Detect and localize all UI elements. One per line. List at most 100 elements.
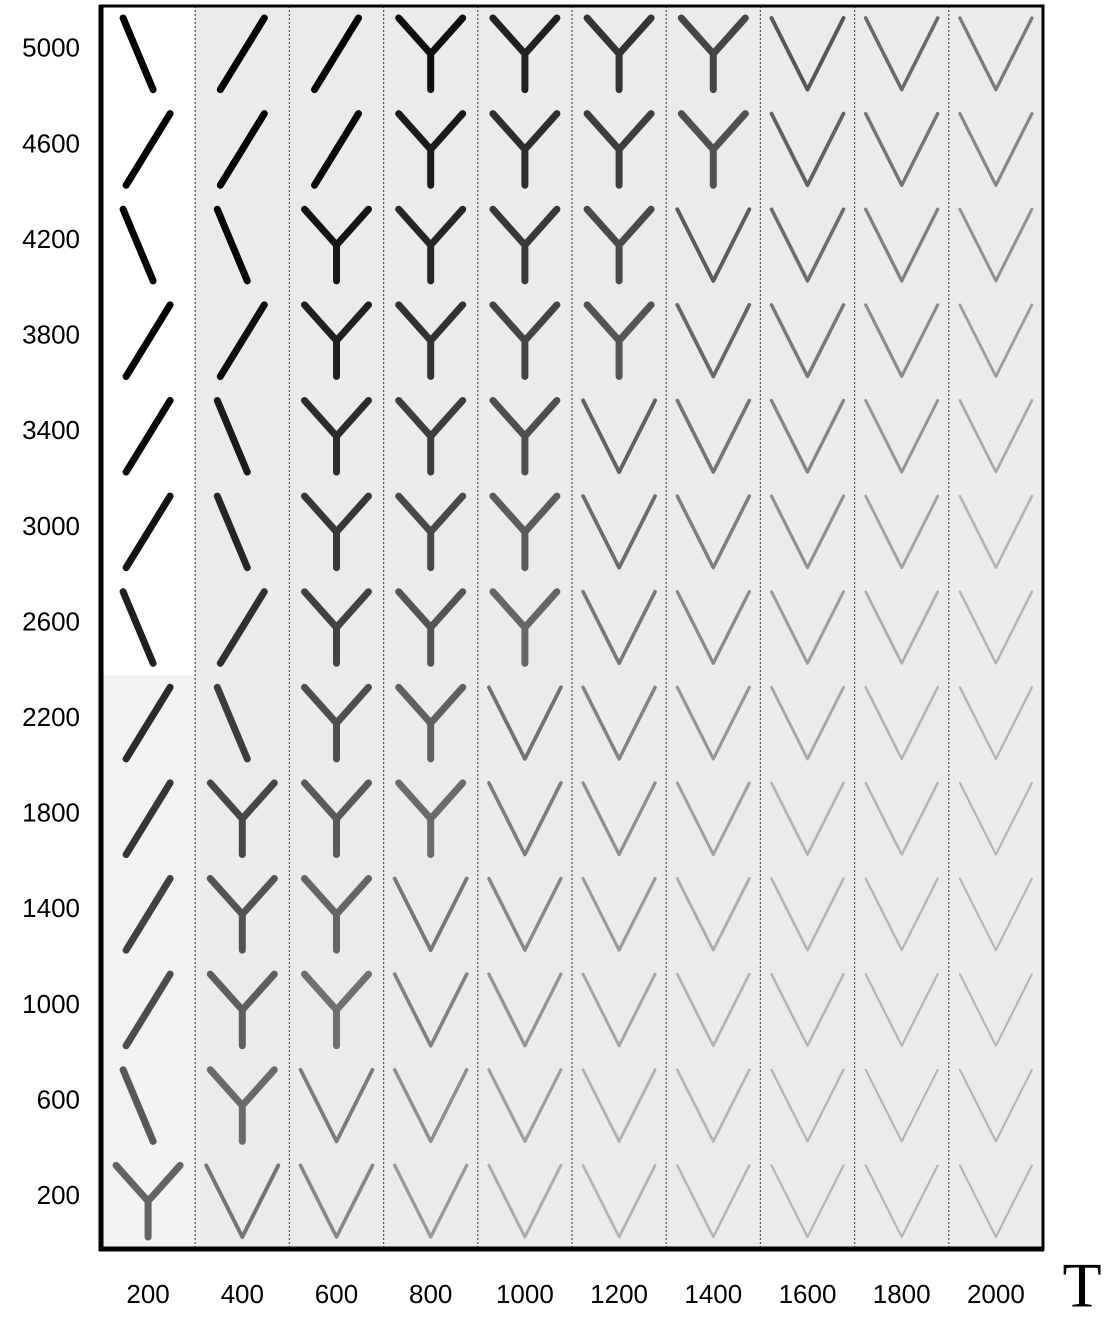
snapshot-bg bbox=[572, 866, 667, 963]
snapshot-shape bbox=[489, 205, 561, 285]
snapshot-shape bbox=[487, 1068, 563, 1143]
snapshot-shape bbox=[206, 970, 278, 1050]
snapshot-shape bbox=[581, 1068, 657, 1143]
row-label: 3400 bbox=[22, 415, 80, 445]
snapshot-shape bbox=[206, 1066, 278, 1145]
snapshot-shape bbox=[301, 301, 372, 380]
snapshot-shape bbox=[864, 494, 940, 570]
snapshot-shape bbox=[675, 302, 752, 379]
snapshot-grid bbox=[101, 6, 1043, 1249]
snapshot-bg bbox=[760, 484, 855, 580]
snapshot-bg bbox=[477, 962, 572, 1058]
snapshot-shape bbox=[395, 492, 467, 572]
row-label: 3000 bbox=[22, 511, 80, 541]
snapshot-shape bbox=[298, 1163, 375, 1239]
snapshot-shape bbox=[958, 973, 1033, 1047]
snapshot-bg bbox=[760, 292, 855, 389]
snapshot-shape bbox=[958, 494, 1034, 569]
snapshot-bg bbox=[854, 388, 949, 485]
snapshot-bg bbox=[854, 962, 949, 1058]
snapshot-bg bbox=[666, 962, 761, 1058]
snapshot-shape bbox=[675, 972, 751, 1048]
snapshot-shape bbox=[395, 779, 467, 859]
snapshot-bg bbox=[195, 388, 290, 485]
snapshot-shape bbox=[301, 779, 372, 859]
snapshot-shape bbox=[581, 589, 657, 666]
snapshot-bg bbox=[854, 579, 949, 676]
column-label: 2000 bbox=[967, 1279, 1025, 1309]
snapshot-shape bbox=[864, 398, 940, 474]
snapshot-bg bbox=[948, 197, 1043, 293]
snapshot-bg bbox=[101, 6, 196, 102]
snapshot-shape bbox=[489, 588, 561, 667]
snapshot-shape bbox=[675, 877, 751, 952]
snapshot-shape bbox=[864, 303, 940, 379]
snapshot-bg bbox=[854, 292, 949, 389]
snapshot-bg bbox=[760, 388, 855, 485]
snapshot-shape bbox=[958, 590, 1034, 665]
snapshot-shape bbox=[864, 1164, 939, 1238]
snapshot-shape bbox=[864, 590, 940, 665]
snapshot-bg bbox=[854, 866, 949, 963]
snapshot-shape bbox=[489, 492, 561, 572]
snapshot-bg bbox=[101, 197, 196, 293]
snapshot-bg bbox=[948, 6, 1043, 102]
snapshot-shape bbox=[122, 779, 174, 859]
row-label: 2200 bbox=[22, 702, 80, 732]
snapshot-bg bbox=[572, 1057, 667, 1154]
snapshot-shape bbox=[769, 16, 846, 92]
snapshot-bg bbox=[666, 770, 761, 867]
snapshot-bg bbox=[666, 1153, 761, 1249]
row-label: 5000 bbox=[22, 33, 80, 63]
snapshot-shape bbox=[298, 1067, 375, 1144]
snapshot-bg bbox=[854, 484, 949, 580]
snapshot-bg bbox=[666, 866, 761, 963]
snapshot-shape bbox=[958, 112, 1034, 187]
snapshot-shape bbox=[675, 685, 751, 761]
snapshot-bg bbox=[948, 675, 1043, 771]
snapshot-shape bbox=[958, 1068, 1033, 1143]
snapshot-shape bbox=[489, 301, 561, 380]
snapshot-bg bbox=[477, 1153, 572, 1249]
snapshot-bg bbox=[948, 292, 1043, 389]
snapshot-shape bbox=[395, 110, 467, 189]
snapshot-shape bbox=[119, 14, 157, 94]
snapshot-shape bbox=[581, 876, 657, 952]
snapshot-bg bbox=[948, 1153, 1043, 1249]
snapshot-shape bbox=[770, 1068, 845, 1143]
snapshot-shape bbox=[392, 876, 469, 953]
snapshot-shape bbox=[770, 877, 845, 952]
snapshot-shape bbox=[119, 205, 157, 285]
snapshot-shape bbox=[770, 781, 845, 856]
snapshot-shape bbox=[301, 875, 372, 954]
snapshot-shape bbox=[583, 14, 655, 94]
snapshot-shape bbox=[583, 205, 655, 285]
snapshot-bg bbox=[948, 962, 1043, 1058]
snapshot-shape bbox=[958, 877, 1033, 952]
snapshot-shape bbox=[311, 110, 362, 189]
snapshot-shape bbox=[122, 492, 174, 572]
snapshot-bg bbox=[854, 197, 949, 293]
snapshot-shape bbox=[581, 398, 658, 475]
column-label: 1400 bbox=[684, 1279, 742, 1309]
snapshot-bg bbox=[383, 1153, 478, 1249]
snapshot-shape bbox=[581, 781, 657, 857]
snapshot-shape bbox=[395, 301, 467, 380]
snapshot-bg bbox=[666, 675, 761, 771]
snapshot-shape bbox=[122, 683, 174, 763]
snapshot-shape bbox=[770, 590, 845, 665]
snapshot-shape bbox=[206, 779, 278, 859]
snapshot-bg bbox=[760, 1057, 855, 1154]
column-label: 1800 bbox=[873, 1279, 931, 1309]
snapshot-shape bbox=[216, 14, 268, 94]
snapshot-shape bbox=[675, 207, 752, 283]
row-label: 1400 bbox=[22, 893, 80, 923]
column-label: 400 bbox=[221, 1279, 264, 1309]
snapshot-bg bbox=[760, 770, 855, 867]
snapshot-shape bbox=[489, 396, 561, 476]
snapshot-shape bbox=[489, 14, 561, 94]
row-label: 3800 bbox=[22, 320, 80, 350]
snapshot-shape bbox=[301, 683, 372, 763]
snapshot-shape bbox=[216, 588, 268, 667]
row-label: 4600 bbox=[22, 128, 80, 158]
